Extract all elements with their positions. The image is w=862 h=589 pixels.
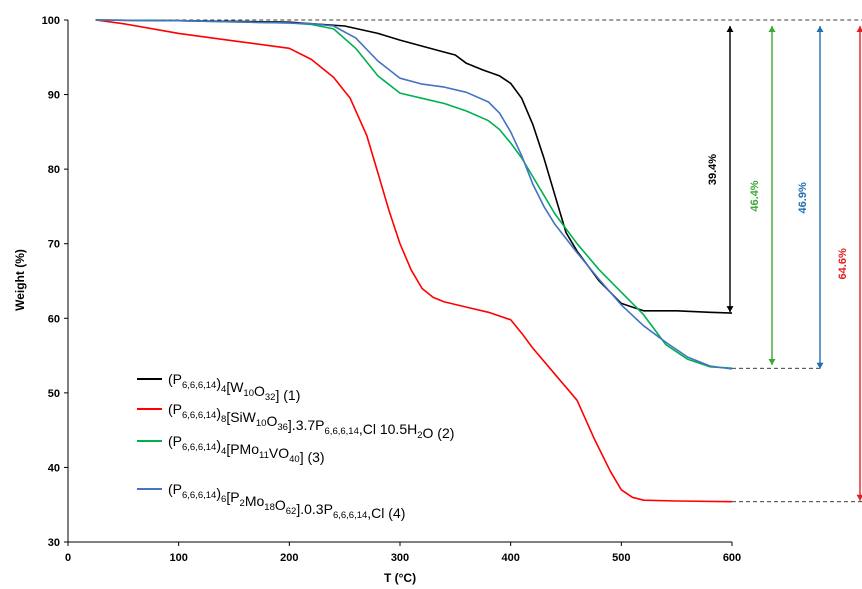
legend-text-part: (P	[168, 433, 182, 449]
legend-text-part: (P	[168, 481, 182, 497]
annotation-arrowhead-bottom	[816, 362, 824, 369]
y-tick-label: 50	[48, 388, 60, 400]
legend-text-part: (P	[168, 401, 182, 417]
x-tick-label: 500	[612, 552, 630, 564]
legend-text-part: ].0.3P	[296, 501, 333, 517]
legend: (P6,6,6,14)4[W10O32] (1)(P6,6,6,14)8[SiW…	[137, 371, 454, 521]
legend-text-part: 6,6,6,14	[182, 442, 216, 453]
legend-text-part: ] (1)	[275, 387, 300, 403]
series-line-s4	[95, 19, 733, 370]
legend-text-part: ,Cl 10.5H	[359, 421, 417, 437]
y-tick-labels: 30 40 50 60 70 80 90 100	[42, 15, 68, 549]
mass-loss-annotations: 39.4% 46.4% 46.9% 64.6%	[707, 26, 862, 501]
legend-text-part: Mo	[245, 493, 265, 509]
legend-text-part: O	[275, 497, 286, 513]
x-tick-labels: 0 100 200 300 400 500 600	[65, 542, 741, 564]
reference-lines	[112, 19, 862, 503]
x-tick-label: 300	[391, 552, 409, 564]
legend-text-part: 6,6,6,14	[333, 510, 367, 521]
x-tick-label: 200	[280, 552, 298, 564]
y-tick-label: 80	[48, 164, 60, 176]
legend-text-part: 40	[289, 454, 300, 465]
annotation-arrowhead-top	[856, 26, 862, 32]
y-tick-label: 100	[42, 15, 60, 27]
y-tick-label: 30	[48, 537, 60, 549]
legend-text-part: ] (3)	[300, 449, 325, 465]
x-tick-label: 100	[169, 552, 187, 564]
legend-label-s2: (P6,6,6,14)8[SiW10O36].3.7P6,6,6,14,Cl 1…	[168, 401, 454, 441]
annotation-label: 46.9%	[797, 182, 809, 213]
x-tick-label: 0	[65, 552, 71, 564]
legend-text-part: O	[266, 413, 277, 429]
legend-text-part: O (2)	[423, 425, 455, 441]
legend-text-part: 32	[265, 392, 276, 403]
legend-text-part: 6,6,6,14	[182, 490, 216, 501]
legend-text-part: 10	[256, 418, 267, 429]
legend-text-part: 10	[243, 388, 254, 399]
legend-text-part: (P	[168, 371, 182, 387]
legend-text-part: 6,6,6,14	[182, 410, 216, 421]
y-tick-label: 90	[48, 90, 60, 102]
legend-text-part: 6,6,6,14	[182, 380, 216, 391]
x-tick-label: 400	[501, 552, 519, 564]
y-tick-label: 70	[48, 239, 60, 251]
axes	[67, 20, 732, 543]
y-axis-title: Weight (%)	[13, 249, 27, 311]
legend-text-part: 4	[221, 384, 226, 395]
annotation-arrowhead-top	[768, 26, 776, 32]
x-axis-title: T (°C)	[384, 571, 416, 585]
annotation-label: 39.4%	[707, 154, 719, 185]
legend-text-part: 6	[221, 494, 226, 505]
legend-label-s3: (P6,6,6,14)4[PMo11VO40] (3)	[168, 433, 325, 465]
legend-text-part: 36	[277, 422, 288, 433]
legend-text-part: 11	[259, 450, 269, 461]
annotation-arrowhead-bottom	[768, 359, 776, 366]
legend-text-part: ].3.7P	[288, 417, 325, 433]
series-line-s1	[95, 19, 733, 314]
annotation-arrowhead-bottom	[726, 306, 734, 313]
legend-text-part: O	[254, 383, 265, 399]
series-line-s3	[95, 19, 733, 369]
annotation-arrowhead-bottom	[856, 494, 862, 501]
y-tick-label: 40	[48, 462, 60, 474]
legend-text-part: )	[216, 485, 221, 501]
legend-text-part: )	[216, 437, 221, 453]
legend-text-part: )	[216, 405, 221, 421]
annotation-label: 46.4%	[749, 180, 761, 211]
legend-text-part: [W	[226, 379, 244, 395]
series-lines	[95, 19, 733, 503]
annotation-label: 64.6%	[837, 248, 849, 279]
legend-label-s4: (P6,6,6,14)6[P2Mo18O62].0.3P6,6,6,14,Cl …	[168, 481, 405, 521]
legend-text-part: 4	[221, 446, 226, 457]
legend-text-part: ,Cl (4)	[367, 505, 405, 521]
y-tick-label: 60	[48, 313, 60, 325]
legend-text-part: 6,6,6,14	[325, 426, 359, 437]
legend-text-part: 62	[286, 506, 297, 517]
legend-text-part: 2	[240, 498, 245, 509]
legend-text-part: )	[216, 375, 221, 391]
x-tick-label: 600	[723, 552, 741, 564]
legend-text-part: [P	[226, 489, 239, 505]
legend-text-part: [PMo	[226, 441, 259, 457]
legend-text-part: [SiW	[226, 409, 256, 425]
legend-label-s1: (P6,6,6,14)4[W10O32] (1)	[168, 371, 300, 403]
legend-text-part: VO	[269, 445, 289, 461]
legend-text-part: 2	[417, 430, 422, 441]
annotation-arrowhead-top	[726, 26, 734, 32]
legend-text-part: 8	[221, 414, 226, 425]
series-line-s2	[95, 19, 733, 503]
annotation-arrowhead-top	[816, 26, 824, 32]
legend-text-part: 18	[264, 502, 275, 513]
